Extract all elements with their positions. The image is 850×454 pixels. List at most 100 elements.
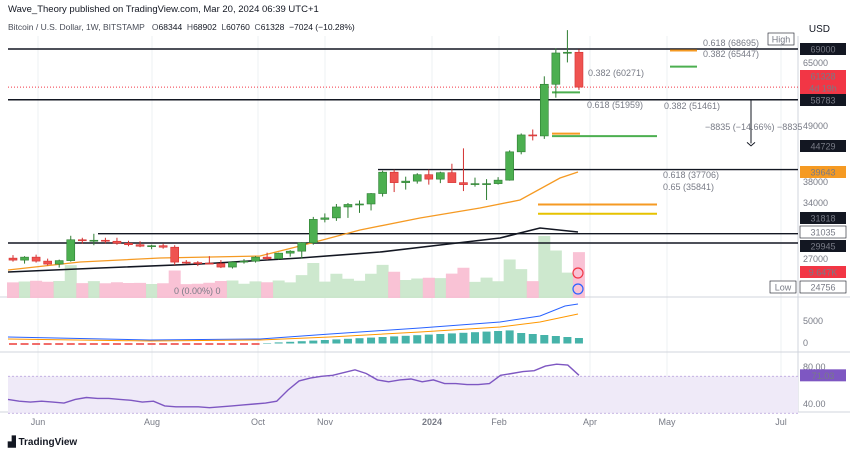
rsi-current-tag: 71.03 <box>812 371 835 381</box>
candle-body <box>516 134 526 153</box>
macd-histogram-bar <box>494 331 503 344</box>
candle-body <box>20 256 29 261</box>
macd-histogram-bar <box>297 341 306 344</box>
brand-text: TradingView <box>18 437 78 448</box>
change-value: −7024 (−10.28%) <box>289 22 355 32</box>
macd-histogram-bar <box>378 337 387 344</box>
ohlc-legend: Bitcoin / U.S. Dollar, 1W, BITSTAMP O683… <box>8 22 355 32</box>
candle-body <box>285 250 295 254</box>
candle-body <box>424 174 434 180</box>
macd-histogram-bar <box>390 336 399 344</box>
macd-histogram-bar <box>332 339 341 344</box>
price-tag-text: 24756 <box>810 283 835 293</box>
candle-body <box>158 245 168 248</box>
candle-body <box>482 183 491 185</box>
macd-histogram-bar <box>228 343 237 345</box>
price-tag-text: 44729 <box>810 142 835 152</box>
x-tick-label: Jul <box>775 417 787 427</box>
candle-body <box>135 244 145 247</box>
chart-annotation: 0.65 (35841) <box>663 182 714 192</box>
macd-histogram-bar <box>459 332 468 344</box>
chart-annotation: 0.618 (37706) <box>663 170 719 180</box>
tradingview-logo-icon: ▟ <box>8 437 16 448</box>
macd-histogram-bar <box>43 343 52 345</box>
author-line: Wave_Theory published on TradingView.com… <box>8 4 319 15</box>
macd-histogram-bar <box>193 343 202 345</box>
macd-line <box>7 303 579 341</box>
candle-body <box>389 171 399 183</box>
price-tag-box <box>800 70 846 82</box>
macd-histogram-bar <box>263 343 272 344</box>
moving-average-orange <box>7 171 579 271</box>
open-value: 68344 <box>158 22 183 32</box>
candle-body <box>205 262 214 265</box>
macd-histogram-bar <box>482 331 491 344</box>
price-tag-box <box>800 82 846 94</box>
y-tick-label: 65000 <box>803 58 828 68</box>
candle-body <box>124 242 133 246</box>
candle-body <box>181 261 191 264</box>
candle-body <box>539 83 549 137</box>
macd-histogram-bar <box>78 343 87 345</box>
open-label: O <box>151 22 159 32</box>
candle-body <box>551 52 561 85</box>
price-tag-box <box>800 140 846 152</box>
candle-body <box>378 171 387 194</box>
candle-body <box>343 204 353 208</box>
macd-histogram-bar <box>367 337 376 344</box>
price-tag-text: 58783 <box>810 96 835 106</box>
candle-body <box>308 219 318 244</box>
x-tick-label: Feb <box>491 417 507 427</box>
candle-body <box>112 240 122 244</box>
macd-histogram-bar <box>286 341 295 344</box>
x-tick-label: Aug <box>144 417 160 427</box>
high-label: H <box>186 22 194 32</box>
macd-histogram-bar <box>274 342 283 344</box>
macd-histogram-bar <box>309 340 318 344</box>
rsi-current-tag-box <box>800 369 846 382</box>
price-tag-box <box>799 225 847 239</box>
macd-histogram-bar <box>436 334 445 344</box>
macd-histogram-bar <box>159 343 168 345</box>
high-value: 68902 <box>193 22 217 32</box>
macd-histogram-bar <box>182 343 191 345</box>
macd-histogram-bar <box>471 332 479 344</box>
candle-body <box>274 252 283 259</box>
low-label: L <box>221 22 227 32</box>
y-tick-label: 34000 <box>803 198 828 208</box>
x-tick-label: 2024 <box>422 417 442 427</box>
volume-area-down <box>7 252 585 298</box>
x-tick-label: Oct <box>251 417 266 427</box>
macd-histogram-bar <box>551 336 560 344</box>
candle-body <box>239 260 249 263</box>
moving-average-black <box>7 227 579 273</box>
x-tick-label: May <box>658 417 676 427</box>
candle-body <box>436 172 445 180</box>
candle-body <box>493 179 503 184</box>
candle-body <box>31 256 41 262</box>
price-tag-text: 31035 <box>810 228 835 238</box>
candle-body <box>170 246 179 263</box>
price-tag-box <box>767 32 795 46</box>
macd-histogram-bar <box>20 343 29 345</box>
chart-annotation: 0 (0.00%) 0 <box>174 286 221 296</box>
macd-histogram-bar <box>355 338 364 344</box>
macd-histogram-bar <box>216 343 225 345</box>
macd-histogram-bar <box>251 343 260 345</box>
candle-body <box>8 257 18 261</box>
rsi-axis-label: 80.00 <box>803 362 826 372</box>
macd-histogram-bar <box>147 343 156 345</box>
macd-histogram-bar <box>320 340 329 344</box>
macd-histogram-bar <box>136 343 145 345</box>
macd-histogram-bar <box>55 343 64 345</box>
candle-body <box>66 239 76 261</box>
price-tag-box <box>799 280 847 294</box>
candle-body <box>528 134 538 137</box>
candle-body <box>355 203 364 206</box>
candle-body <box>193 262 203 264</box>
macd-histogram-bar <box>574 338 583 344</box>
candle-body <box>89 239 99 242</box>
chart-annotation: 0.618 (51959) <box>587 100 643 110</box>
